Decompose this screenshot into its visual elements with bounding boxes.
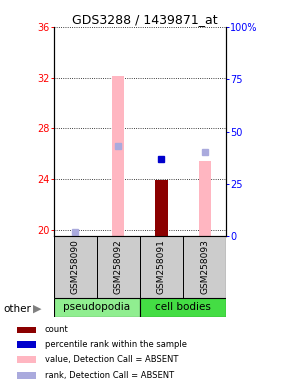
Text: value, Detection Call = ABSENT: value, Detection Call = ABSENT [45,355,178,364]
Bar [17,356,37,363]
Text: percentile rank within the sample: percentile rank within the sample [45,340,187,349]
Bar [155,180,168,236]
Bar [140,298,226,317]
Bar [54,298,140,317]
Text: GSM258093: GSM258093 [200,240,209,294]
Text: pseudopodia: pseudopodia [63,302,130,312]
Bar [183,236,226,298]
Text: GSM258090: GSM258090 [71,240,80,294]
Bar [112,76,124,236]
Text: ▶: ▶ [33,304,42,314]
Text: count: count [45,325,68,334]
Bar [199,161,211,236]
Bar [17,326,37,333]
Bar [17,372,37,379]
Bar [54,236,97,298]
Text: GSM258091: GSM258091 [157,240,166,294]
Bar [17,341,37,348]
Text: GDS3288 / 1439871_at: GDS3288 / 1439871_at [72,13,218,26]
Bar [140,236,183,298]
Text: rank, Detection Call = ABSENT: rank, Detection Call = ABSENT [45,371,174,380]
Text: other: other [3,304,31,314]
Bar [97,236,140,298]
Text: GSM258092: GSM258092 [114,240,123,294]
Text: cell bodies: cell bodies [155,302,211,312]
